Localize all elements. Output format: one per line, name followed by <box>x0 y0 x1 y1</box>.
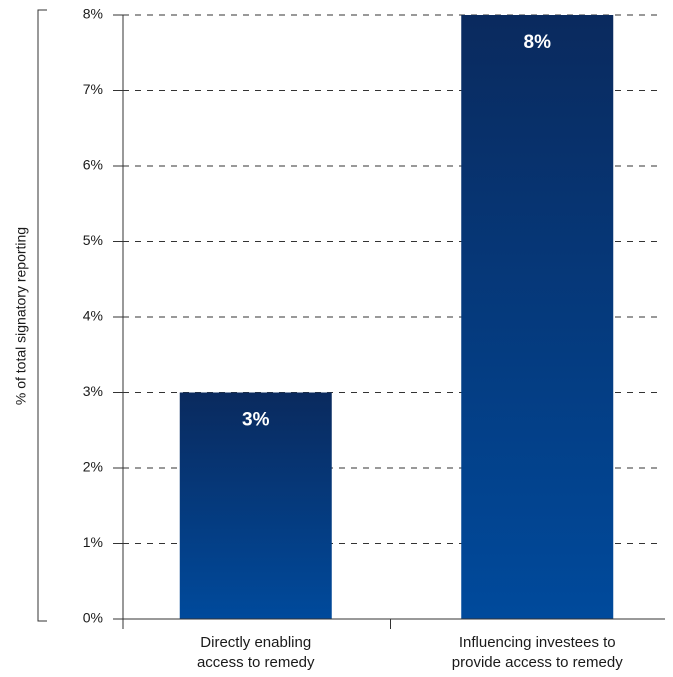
y-axis-title: % of total signatory reporting <box>13 227 29 405</box>
y-tick-label: 1% <box>83 534 103 550</box>
y-tick-label: 0% <box>83 610 103 626</box>
y-tick-label: 6% <box>83 157 103 173</box>
labels: 0% 1% 2% 3% 4% 5% 6% 7% 8% 3% Directly enabling acc… <box>83 6 623 671</box>
y-tick-label: 5% <box>83 232 103 248</box>
x-category-label: Influencing investees to <box>459 634 616 651</box>
y-tick-label: 8% <box>83 6 103 22</box>
y-tick-label: 2% <box>83 459 103 475</box>
bar <box>179 392 332 619</box>
y-axis-title-group: % of total signatory reporting <box>13 9 47 622</box>
y-axis-bracket <box>37 9 47 622</box>
x-category-label: Directly enabling <box>200 634 311 651</box>
y-tick-label: 3% <box>83 383 103 399</box>
axes <box>113 14 665 629</box>
x-category-label: provide access to remedy <box>452 654 623 671</box>
bar <box>461 15 614 619</box>
bar-data-label: 8% <box>524 32 552 53</box>
bar-data-label: 3% <box>242 410 270 431</box>
x-category-label: access to remedy <box>197 654 315 671</box>
bars <box>179 15 614 619</box>
y-tick-label: 7% <box>83 81 103 97</box>
y-tick-label: 4% <box>83 308 103 324</box>
